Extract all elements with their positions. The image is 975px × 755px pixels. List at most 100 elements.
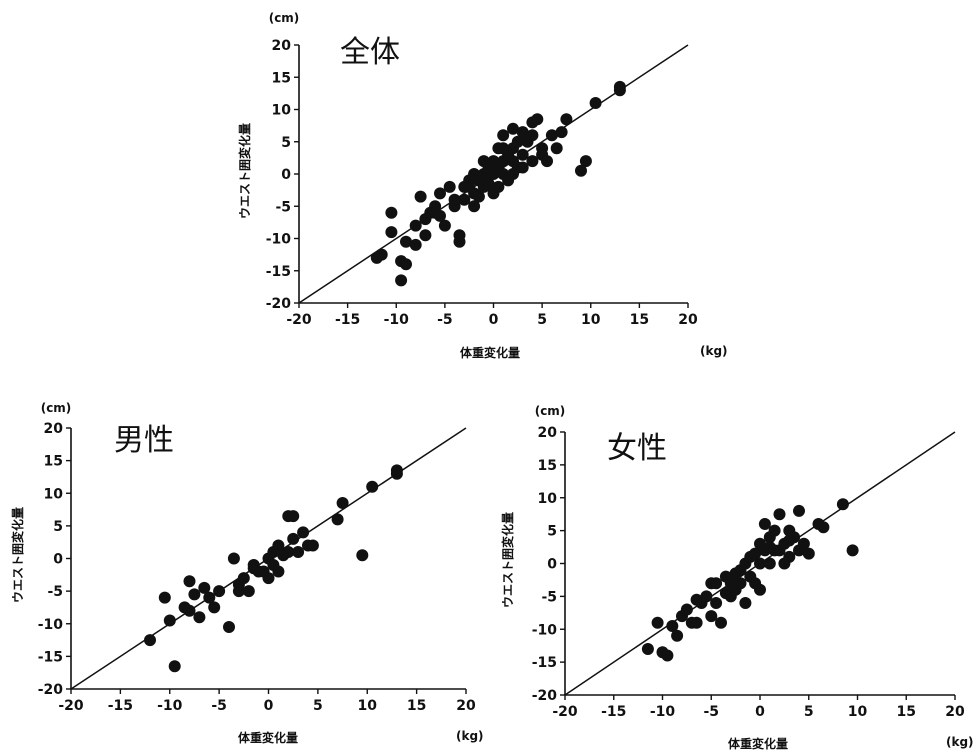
scatter-point bbox=[526, 155, 539, 168]
y-axis-title: ウエスト囲変化量 bbox=[237, 123, 252, 219]
y-tick-label: 0 bbox=[53, 552, 63, 568]
y-tick-label: -20 bbox=[38, 682, 64, 698]
scatter-point bbox=[734, 577, 747, 590]
scatter-point bbox=[507, 122, 519, 135]
scatter-point bbox=[356, 549, 369, 562]
x-tick-label: -5 bbox=[703, 704, 719, 720]
y-tick-label: 20 bbox=[44, 421, 64, 437]
scatter-point bbox=[579, 155, 592, 168]
x-tick-label: 15 bbox=[897, 704, 916, 720]
scatter-point bbox=[272, 565, 285, 578]
y-tick-label: -15 bbox=[38, 649, 63, 665]
y-unit-label: (cm) bbox=[535, 404, 566, 418]
x-axis-title: 体重変化量 bbox=[460, 345, 520, 360]
x-tick-label: -15 bbox=[108, 698, 133, 714]
y-tick-label: 5 bbox=[547, 524, 557, 540]
scatter-point bbox=[297, 526, 310, 539]
scatter-point bbox=[438, 219, 451, 232]
panel-title: 女性 bbox=[607, 431, 667, 466]
scatter-point bbox=[208, 601, 221, 614]
scatter-point bbox=[213, 585, 226, 598]
scatter-panel-male: 男性 (cm) (kg) 体重変化量 ウエスト囲変化量 -20 -15 -10 -5 0… bbox=[10, 401, 484, 745]
scatter-point bbox=[715, 616, 727, 629]
scatter-point bbox=[836, 498, 849, 511]
scatter-point bbox=[705, 610, 718, 623]
scatter-point bbox=[817, 521, 830, 534]
scatter-point bbox=[763, 557, 776, 570]
scatter-point bbox=[719, 587, 732, 600]
y-tick-label: -5 bbox=[275, 199, 291, 215]
scatter-point bbox=[589, 97, 602, 109]
scatter-point bbox=[287, 510, 300, 523]
scatter-point bbox=[690, 616, 703, 629]
scatter-point bbox=[203, 591, 216, 604]
scatter-point bbox=[292, 546, 305, 558]
scatter-point bbox=[434, 209, 446, 222]
scatter-point bbox=[710, 577, 723, 590]
y-tick-label: -20 bbox=[532, 688, 558, 704]
y-axis-title: ウエスト囲変化量 bbox=[10, 507, 25, 603]
scatter-point bbox=[458, 193, 471, 206]
scatter-point bbox=[778, 557, 791, 570]
scatter-point bbox=[511, 135, 524, 148]
x-tick-label: 5 bbox=[804, 704, 814, 720]
y-tick-label: 15 bbox=[272, 70, 291, 86]
x-tick-label: -10 bbox=[157, 698, 183, 714]
scatter-point bbox=[516, 126, 529, 139]
scatter-point bbox=[237, 572, 250, 585]
scatter-point bbox=[414, 190, 427, 203]
scatter-point bbox=[560, 113, 573, 126]
scatter-point bbox=[516, 148, 529, 161]
x-tick-label: -20 bbox=[58, 698, 84, 714]
scatter-point bbox=[385, 226, 398, 239]
scatter-point bbox=[641, 643, 654, 655]
y-tick-label: -5 bbox=[541, 589, 557, 605]
y-unit-label: (cm) bbox=[269, 11, 300, 25]
y-axis-title: ウエスト囲変化量 bbox=[500, 512, 515, 608]
panel-title: 全体 bbox=[340, 35, 400, 70]
scatter-point bbox=[729, 567, 742, 580]
scatter-point bbox=[282, 546, 295, 558]
scatter-point bbox=[247, 562, 260, 575]
y-unit-label: (cm) bbox=[41, 401, 72, 415]
y-tick-label: -5 bbox=[47, 584, 63, 600]
scatter-point bbox=[198, 581, 211, 594]
scatter-point bbox=[846, 544, 859, 557]
x-tick-label: -5 bbox=[211, 698, 227, 714]
scatter-point bbox=[336, 497, 349, 509]
y-tick-label: 0 bbox=[547, 557, 557, 573]
scatter-point bbox=[749, 547, 762, 560]
scatter-point bbox=[613, 80, 626, 93]
scatter-point bbox=[680, 603, 693, 616]
scatter-point bbox=[272, 542, 285, 555]
scatter-point bbox=[700, 590, 713, 603]
x-tick-label: 10 bbox=[848, 704, 868, 720]
x-axis-title: 体重変化量 bbox=[238, 730, 298, 745]
scatter-point bbox=[671, 629, 684, 642]
scatter-point bbox=[497, 129, 510, 142]
y-tick-label: -20 bbox=[266, 296, 292, 312]
scatter-point bbox=[666, 620, 679, 632]
scatter-point bbox=[739, 597, 752, 609]
x-tick-label: -15 bbox=[601, 704, 626, 720]
scatter-point bbox=[797, 537, 810, 550]
x-tick-label: -20 bbox=[286, 312, 312, 328]
scatter-point bbox=[545, 129, 558, 142]
scatter-point bbox=[531, 113, 544, 126]
scatter-point bbox=[555, 126, 568, 139]
scatter-point bbox=[223, 621, 235, 633]
scatter-point bbox=[710, 597, 723, 609]
scatter-point bbox=[306, 539, 319, 552]
scatter-point bbox=[550, 142, 563, 155]
scatter-point bbox=[370, 251, 383, 264]
scatter-point bbox=[453, 229, 466, 242]
scatter-point bbox=[409, 219, 422, 232]
scatter-point bbox=[472, 190, 485, 203]
x-tick-label: -5 bbox=[437, 312, 453, 328]
x-tick-label: 10 bbox=[581, 312, 601, 328]
scatter-point bbox=[758, 518, 771, 530]
scatter-point bbox=[482, 177, 495, 190]
scatter-point bbox=[419, 213, 432, 226]
x-tick-label: -20 bbox=[552, 704, 578, 720]
scatter-point bbox=[144, 634, 156, 647]
